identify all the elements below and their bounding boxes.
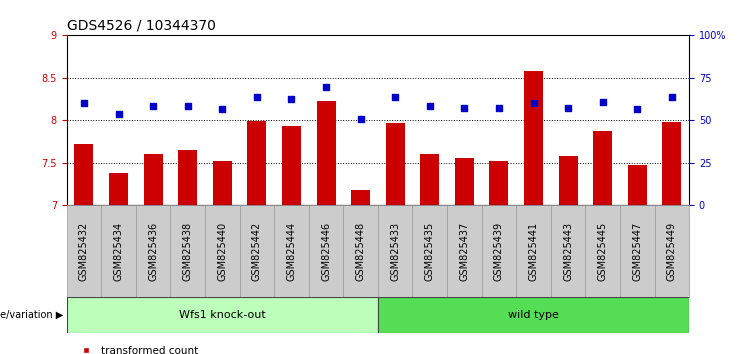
Point	[251, 94, 263, 99]
Text: GSM825448: GSM825448	[356, 222, 365, 281]
Point	[528, 101, 539, 106]
Bar	[385, 123, 405, 205]
Point	[597, 99, 608, 104]
Text: GSM825444: GSM825444	[287, 222, 296, 281]
Bar	[620, 205, 654, 297]
Bar	[309, 205, 343, 297]
Text: GSM825435: GSM825435	[425, 222, 435, 281]
Point	[78, 101, 90, 106]
Bar	[378, 297, 689, 333]
Legend: transformed count, percentile rank within the sample: transformed count, percentile rank withi…	[72, 342, 281, 354]
Bar	[516, 205, 551, 297]
Bar	[420, 154, 439, 205]
Point	[147, 103, 159, 109]
Text: GSM825441: GSM825441	[528, 222, 539, 281]
Bar	[559, 156, 577, 205]
Point	[631, 107, 643, 112]
Bar	[654, 205, 689, 297]
Text: GSM825432: GSM825432	[79, 222, 89, 281]
Bar	[662, 122, 682, 205]
Bar	[447, 205, 482, 297]
Text: GSM825445: GSM825445	[598, 222, 608, 281]
Bar	[205, 205, 239, 297]
Text: genotype/variation ▶: genotype/variation ▶	[0, 310, 63, 320]
Bar	[67, 205, 102, 297]
Bar	[102, 205, 136, 297]
Text: wild type: wild type	[508, 310, 559, 320]
Bar	[628, 165, 647, 205]
Bar	[74, 144, 93, 205]
Bar	[378, 205, 413, 297]
Bar	[213, 161, 232, 205]
Point	[216, 107, 228, 112]
Text: Wfs1 knock-out: Wfs1 knock-out	[179, 310, 266, 320]
Point	[113, 112, 124, 117]
Bar	[585, 205, 620, 297]
Bar	[282, 126, 301, 205]
Text: GDS4526 / 10344370: GDS4526 / 10344370	[67, 19, 216, 33]
Bar	[178, 150, 197, 205]
Bar	[136, 205, 170, 297]
Bar	[551, 205, 585, 297]
Bar	[593, 131, 612, 205]
Bar	[413, 205, 447, 297]
Text: GSM825434: GSM825434	[113, 222, 124, 281]
Point	[389, 94, 401, 99]
Point	[424, 103, 436, 109]
Point	[459, 105, 471, 110]
Bar	[455, 158, 474, 205]
Text: GSM825442: GSM825442	[252, 222, 262, 281]
Text: GSM825439: GSM825439	[494, 222, 504, 281]
Text: GSM825449: GSM825449	[667, 222, 677, 281]
Bar	[274, 205, 309, 297]
Bar	[170, 205, 205, 297]
Point	[320, 84, 332, 90]
Bar	[247, 121, 266, 205]
Bar	[524, 71, 543, 205]
Bar	[351, 190, 370, 205]
Text: GSM825447: GSM825447	[632, 222, 642, 281]
Point	[355, 116, 367, 121]
Bar	[343, 205, 378, 297]
Point	[285, 96, 297, 102]
Bar	[316, 101, 336, 205]
Point	[493, 105, 505, 110]
Text: GSM825438: GSM825438	[183, 222, 193, 281]
Bar	[67, 297, 378, 333]
Bar	[109, 173, 128, 205]
Text: GSM825437: GSM825437	[459, 222, 469, 281]
Text: GSM825436: GSM825436	[148, 222, 158, 281]
Text: GSM825443: GSM825443	[563, 222, 573, 281]
Text: GSM825446: GSM825446	[321, 222, 331, 281]
Text: GSM825440: GSM825440	[217, 222, 227, 281]
Text: GSM825433: GSM825433	[391, 222, 400, 281]
Bar	[239, 205, 274, 297]
Bar	[489, 161, 508, 205]
Point	[182, 103, 193, 109]
Bar	[144, 154, 162, 205]
Point	[666, 95, 678, 100]
Point	[562, 105, 574, 110]
Bar	[482, 205, 516, 297]
